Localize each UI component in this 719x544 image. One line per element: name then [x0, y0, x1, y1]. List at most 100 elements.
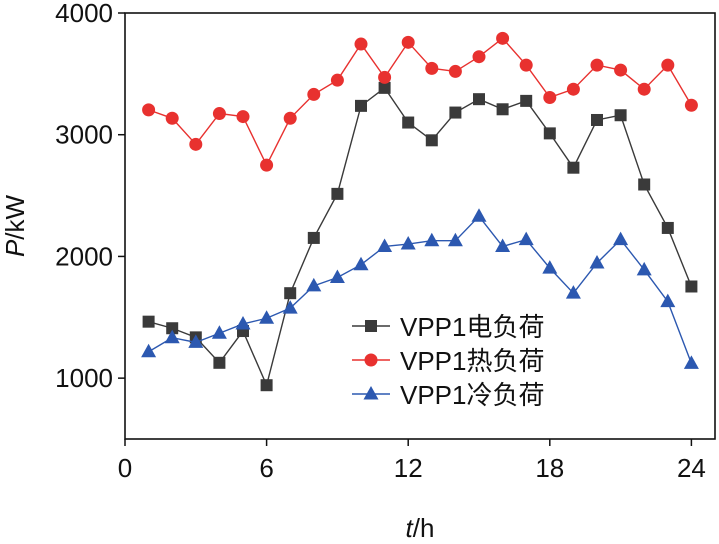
- legend-label: VPP1热负荷: [400, 346, 545, 376]
- data-point: [683, 355, 699, 369]
- data-point: [213, 356, 226, 369]
- x-axis-title: t/h: [406, 513, 435, 543]
- data-point: [543, 90, 557, 104]
- data-point: [259, 310, 275, 324]
- plot-frame: [124, 12, 716, 440]
- data-point: [236, 110, 250, 124]
- data-point: [566, 82, 580, 96]
- x-axis-title-italic: t: [406, 513, 415, 543]
- data-point: [614, 109, 627, 122]
- data-point: [377, 238, 393, 252]
- x-axis-title-unit: /h: [413, 513, 435, 543]
- data-point: [354, 37, 368, 51]
- data-point: [329, 269, 345, 283]
- data-point: [400, 236, 416, 250]
- data-point: [447, 232, 463, 247]
- data-point: [425, 134, 438, 147]
- data-point: [425, 61, 439, 75]
- data-point: [353, 256, 369, 271]
- data-point: [282, 300, 298, 314]
- data-point: [355, 99, 367, 112]
- y-tick-label: 3000: [55, 120, 113, 150]
- data-point: [473, 93, 485, 106]
- data-point: [142, 315, 155, 328]
- x-tick-label: 18: [535, 453, 564, 483]
- data-point: [565, 285, 581, 299]
- data-point: [188, 334, 204, 348]
- data-point: [638, 178, 651, 191]
- y-axis-title-italic: P: [0, 239, 30, 257]
- y-tick-label: 1000: [55, 363, 113, 393]
- data-point: [613, 231, 629, 246]
- series-triangle: [141, 208, 699, 369]
- data-point: [637, 82, 651, 96]
- data-point: [496, 31, 510, 45]
- data-point: [331, 187, 344, 200]
- data-point: [590, 58, 604, 72]
- series-line: [148, 37, 693, 167]
- data-point: [591, 113, 603, 126]
- x-tick-label: 24: [677, 453, 706, 483]
- legend-marker: [363, 386, 379, 400]
- series-circle: [142, 31, 698, 172]
- data-point: [471, 208, 487, 222]
- data-point: [165, 111, 179, 125]
- legend-item: VPP1电负荷: [352, 312, 545, 342]
- x-tick-label: 6: [259, 453, 273, 483]
- data-point: [141, 343, 157, 358]
- data-point: [211, 325, 227, 339]
- data-point: [542, 260, 558, 274]
- legend-label: VPP1电负荷: [400, 312, 545, 342]
- legend-label: VPP1冷负荷: [400, 380, 545, 410]
- data-point: [660, 293, 676, 308]
- data-point: [283, 111, 297, 125]
- legend-item: VPP1热负荷: [352, 346, 545, 376]
- data-point: [449, 106, 462, 119]
- data-point: [401, 35, 415, 49]
- y-axis-title: P/kW: [0, 194, 30, 257]
- data-point: [307, 231, 320, 244]
- data-point: [685, 280, 698, 293]
- legend-item: VPP1冷负荷: [352, 380, 545, 410]
- legend-marker: [364, 353, 378, 367]
- data-point: [260, 379, 273, 392]
- data-point: [496, 103, 509, 116]
- data-point: [378, 81, 391, 94]
- x-tick-label: 12: [394, 453, 423, 483]
- data-point: [520, 94, 533, 107]
- data-point: [212, 107, 226, 121]
- data-point: [589, 255, 605, 269]
- data-point: [142, 103, 156, 117]
- data-point: [567, 161, 580, 174]
- data-point: [684, 98, 698, 112]
- series-square: [142, 81, 698, 392]
- legend-marker: [365, 320, 377, 332]
- data-point: [307, 87, 321, 101]
- data-point: [661, 221, 674, 234]
- data-point: [260, 158, 274, 172]
- y-tick-label: 4000: [55, 0, 113, 28]
- data-point: [543, 127, 556, 140]
- y-tick-label: 2000: [55, 241, 113, 271]
- data-point: [472, 50, 486, 64]
- data-point: [164, 329, 180, 344]
- data-point: [284, 287, 297, 300]
- data-point: [402, 116, 415, 129]
- data-point: [378, 70, 392, 84]
- data-point: [166, 322, 179, 335]
- data-point: [495, 238, 511, 252]
- data-point: [330, 73, 344, 87]
- data-point: [424, 232, 440, 247]
- data-point: [519, 58, 533, 72]
- data-point: [518, 231, 534, 246]
- y-axis-title-unit: /kW: [0, 194, 30, 239]
- data-point: [636, 261, 652, 276]
- data-point: [614, 63, 628, 77]
- data-point: [661, 58, 675, 72]
- data-point: [448, 64, 462, 78]
- data-point: [306, 277, 322, 292]
- data-point: [189, 137, 203, 151]
- data-point: [235, 315, 251, 330]
- x-tick-label: 0: [118, 453, 132, 483]
